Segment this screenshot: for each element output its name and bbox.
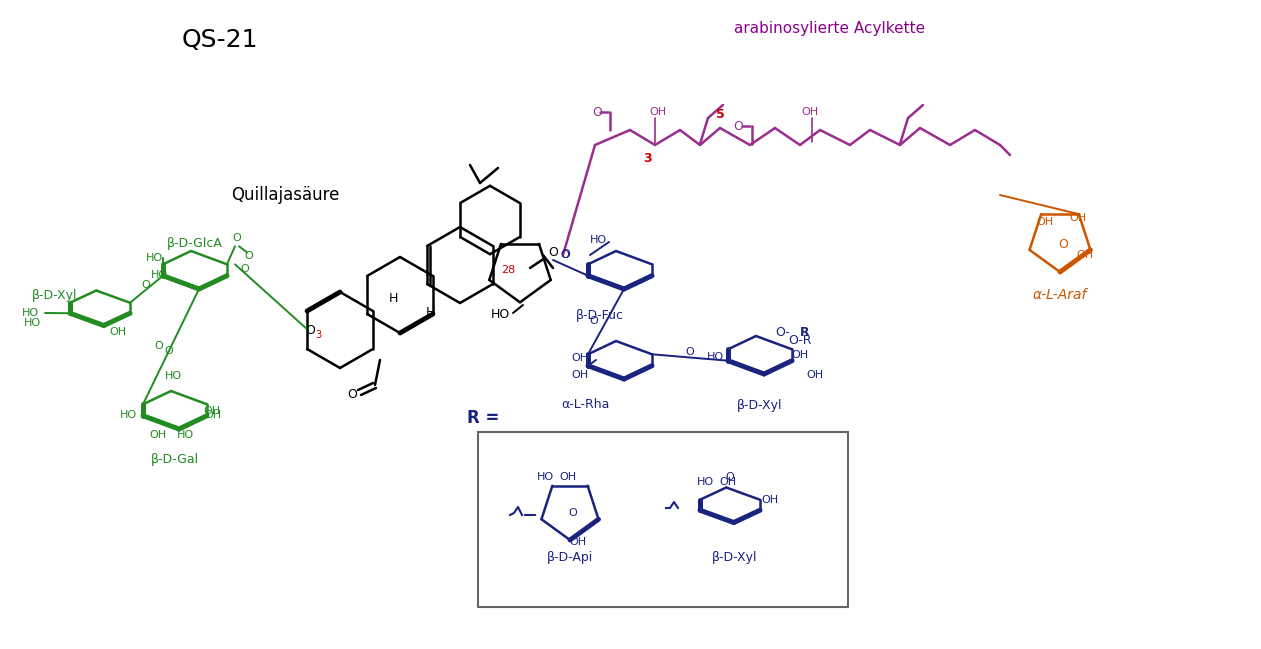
- Text: O: O: [561, 250, 570, 260]
- Text: HO: HO: [24, 318, 40, 328]
- Text: OH: OH: [150, 430, 166, 440]
- Text: OH: OH: [1069, 213, 1087, 223]
- Text: HO: HO: [151, 270, 168, 280]
- Text: HO: HO: [536, 472, 554, 482]
- Text: OH: OH: [807, 370, 823, 380]
- Text: OH: OH: [560, 472, 576, 482]
- Text: O: O: [590, 316, 599, 326]
- Text: arabinosylierte Acylkette: arabinosylierte Acylkette: [734, 21, 926, 36]
- Text: Quillajasäure: Quillajasäure: [231, 186, 339, 204]
- Text: OH: OH: [571, 353, 589, 363]
- Text: HO: HO: [120, 410, 136, 420]
- Text: β-D-Api: β-D-Api: [547, 550, 593, 563]
- Text: β-D-Xyl: β-D-Xyl: [33, 289, 78, 302]
- Text: HO: HO: [696, 477, 714, 487]
- Text: QS-21: QS-21: [182, 28, 259, 52]
- Text: O: O: [725, 472, 734, 482]
- Text: O: O: [165, 346, 173, 356]
- Text: O: O: [569, 508, 578, 518]
- Text: α-L-Rha: α-L-Rha: [561, 398, 609, 411]
- Text: O: O: [347, 389, 357, 402]
- Text: β-D-Gal: β-D-Gal: [151, 454, 199, 467]
- Text: O: O: [686, 347, 695, 357]
- Text: OH: OH: [649, 107, 667, 117]
- Text: O: O: [733, 119, 743, 132]
- Text: OH: OH: [1077, 250, 1093, 260]
- Text: HO: HO: [21, 308, 39, 318]
- Text: 28: 28: [501, 265, 516, 275]
- Text: HO: HO: [589, 235, 607, 245]
- Text: O: O: [305, 323, 315, 336]
- Text: H: H: [425, 306, 435, 319]
- Text: β-D-Xyl: β-D-Xyl: [712, 550, 758, 563]
- Text: OH: OH: [204, 410, 222, 420]
- Text: HO: HO: [491, 308, 509, 321]
- Text: β-D-Fuc: β-D-Fuc: [576, 308, 624, 321]
- Text: α-L-Araf: α-L-Araf: [1033, 288, 1087, 302]
- Text: O-R: O-R: [788, 334, 812, 347]
- Text: HO: HO: [706, 352, 724, 362]
- Text: O: O: [560, 249, 570, 262]
- Text: O: O: [245, 251, 253, 262]
- Text: HO: HO: [146, 253, 163, 263]
- Text: O-: O-: [776, 326, 789, 339]
- Text: β-D-Xyl: β-D-Xyl: [738, 398, 783, 411]
- Text: β-D-GlcA: β-D-GlcA: [166, 236, 223, 249]
- Text: OH: OH: [762, 495, 778, 505]
- Text: OH: OH: [571, 370, 589, 380]
- Text: OH: OH: [792, 350, 808, 360]
- Text: R =: R =: [467, 409, 499, 427]
- Text: OH: OH: [110, 327, 126, 337]
- Text: O: O: [155, 341, 164, 351]
- Text: O: O: [141, 280, 150, 290]
- Bar: [478, 432, 847, 607]
- Text: O: O: [1058, 238, 1068, 252]
- Text: O: O: [232, 233, 241, 243]
- Text: HO: HO: [177, 430, 193, 440]
- Text: OH: OH: [570, 537, 586, 547]
- Text: O: O: [549, 247, 557, 260]
- Text: O: O: [241, 264, 250, 275]
- Text: 3: 3: [315, 330, 322, 340]
- Text: 5: 5: [716, 108, 724, 121]
- Text: HO: HO: [164, 371, 182, 381]
- Text: R: R: [799, 326, 810, 339]
- Text: H: H: [388, 291, 397, 304]
- Text: OH: OH: [720, 477, 736, 487]
- Text: O: O: [593, 106, 601, 119]
- Text: OH: OH: [203, 406, 221, 416]
- Text: OH: OH: [802, 107, 818, 117]
- Text: 3: 3: [643, 151, 652, 164]
- Text: OH: OH: [1037, 217, 1053, 227]
